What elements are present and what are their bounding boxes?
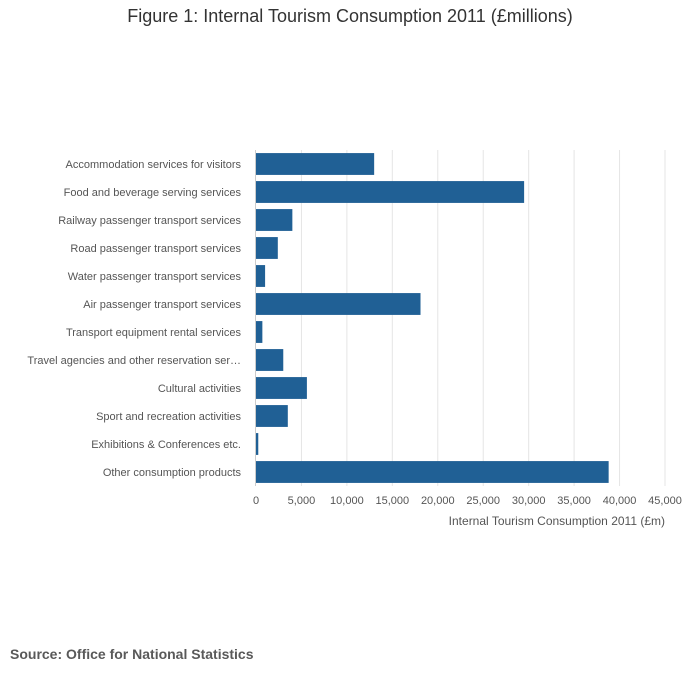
category-label: Water passenger transport services: [68, 271, 242, 283]
bar: [256, 349, 284, 371]
bar: [256, 377, 307, 399]
x-tick-label: 25,000: [466, 495, 500, 507]
bar: [256, 461, 609, 483]
bar: [256, 237, 278, 259]
category-label: Other consumption products: [103, 467, 242, 479]
source-note: Source: Office for National Statistics: [10, 646, 254, 662]
chart-title: Figure 1: Internal Tourism Consumption 2…: [127, 6, 573, 26]
x-tick-label: 15,000: [376, 495, 410, 507]
bar: [256, 153, 375, 175]
bar: [256, 405, 288, 427]
bar: [256, 265, 266, 287]
category-label: Exhibitions & Conferences etc.: [91, 439, 241, 451]
x-tick-label: 5,000: [288, 495, 316, 507]
category-label: Accommodation services for visitors: [66, 159, 242, 171]
category-label: Air passenger transport services: [83, 299, 241, 311]
category-label: Transport equipment rental services: [66, 327, 242, 339]
category-label: Cultural activities: [158, 383, 242, 395]
category-label: Railway passenger transport services: [58, 215, 241, 227]
bar: [256, 321, 263, 343]
bar: [256, 209, 293, 231]
x-tick-label: 30,000: [512, 495, 546, 507]
category-label: Road passenger transport services: [70, 243, 241, 255]
x-tick-label: 10,000: [330, 495, 364, 507]
x-tick-label: 40,000: [603, 495, 637, 507]
category-label: Travel agencies and other reservation se…: [27, 355, 241, 367]
x-tick-label: 45,000: [648, 495, 682, 507]
category-label: Food and beverage serving services: [64, 187, 242, 199]
x-tick-label: 20,000: [421, 495, 455, 507]
bar: [256, 293, 421, 315]
x-tick-label: 0: [253, 495, 259, 507]
bar: [256, 181, 525, 203]
category-label: Sport and recreation activities: [96, 411, 241, 423]
x-tick-label: 35,000: [557, 495, 591, 507]
bar: [256, 433, 259, 455]
x-axis-title: Internal Tourism Consumption 2011 (£m): [449, 514, 665, 528]
